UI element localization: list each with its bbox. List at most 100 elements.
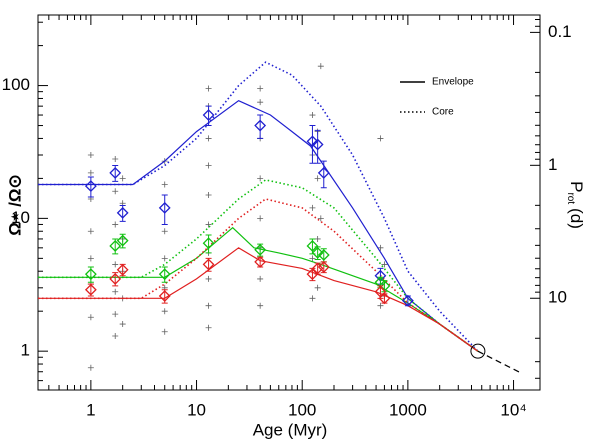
x-tick-label: 10 <box>187 400 206 419</box>
data-cross <box>314 235 321 242</box>
y-tick-label: 1 <box>21 341 30 360</box>
error-bar <box>314 129 321 164</box>
y2-tick-label: 1 <box>548 155 557 174</box>
diamond <box>378 292 391 305</box>
data-cross <box>309 204 316 211</box>
data-cross <box>112 188 119 195</box>
y-tick-label: 100 <box>2 75 30 94</box>
x-tick-label: 1 <box>86 400 95 419</box>
data-cross <box>205 324 212 331</box>
y-tick-label: 10 <box>11 208 30 227</box>
data-cross <box>314 284 321 291</box>
legend-label: Core <box>432 107 454 118</box>
data-cross <box>119 175 126 182</box>
diamond <box>84 283 97 296</box>
data-cross <box>205 275 212 282</box>
data-cross <box>309 295 316 302</box>
diamond <box>109 240 122 252</box>
diamond <box>254 243 267 256</box>
curve <box>38 198 479 352</box>
diamond <box>317 249 330 261</box>
diamond <box>109 272 122 285</box>
data-cross <box>317 63 324 70</box>
data-cross <box>161 255 168 262</box>
x-axis-label: Age (Myr) <box>253 420 328 439</box>
data-cross <box>257 215 264 222</box>
diamond <box>202 109 215 121</box>
data-cross <box>112 288 119 295</box>
error-bar <box>161 194 168 225</box>
legend-label: Envelope <box>432 77 474 88</box>
data-cross <box>257 85 264 92</box>
error-bar <box>320 160 327 189</box>
data-cross <box>112 333 119 340</box>
data-cross <box>112 261 119 268</box>
diamond <box>84 180 97 193</box>
error-bar <box>257 114 264 139</box>
diamond <box>401 294 414 307</box>
diamond <box>158 290 171 302</box>
data-cross <box>377 135 384 142</box>
data-cross <box>257 302 264 309</box>
y2-label-main: P <box>567 181 586 192</box>
curve <box>38 179 479 352</box>
plot-frame <box>37 14 541 391</box>
y2-label-unit: (d) <box>567 208 586 229</box>
data-cross <box>377 302 384 309</box>
diamond <box>254 255 267 268</box>
error-bar <box>205 105 212 127</box>
diamond <box>158 201 171 214</box>
y-axis-label: Ω⋆ /Ω⊙ <box>5 174 24 236</box>
data-cross <box>205 85 212 92</box>
diamond <box>311 138 324 151</box>
data-cross <box>87 314 94 321</box>
diamond <box>202 237 215 250</box>
diamond <box>84 268 97 281</box>
data-cross <box>161 228 168 235</box>
y2-label-sub: rot <box>565 192 576 204</box>
data-cross <box>112 221 119 228</box>
diamond <box>306 135 319 148</box>
y2-axis-label: Prot (d) <box>565 181 585 229</box>
data-cross <box>119 321 126 328</box>
diamond <box>317 261 330 273</box>
diamond <box>116 234 129 247</box>
data-cross <box>205 191 212 198</box>
curve <box>38 100 479 352</box>
data-cross <box>309 255 316 262</box>
data-cross <box>314 175 321 182</box>
data-cross <box>112 311 119 318</box>
data-cross <box>317 215 324 222</box>
data-cross <box>161 308 168 315</box>
data-cross <box>309 112 316 119</box>
diamond <box>158 268 171 281</box>
curve <box>38 247 479 352</box>
x-tick-label: 10⁴ <box>500 400 526 419</box>
diamond <box>254 119 267 132</box>
diamond <box>311 262 324 275</box>
diamond <box>109 166 122 179</box>
data-cross <box>205 162 212 169</box>
data-cross <box>257 99 264 106</box>
diamond <box>317 166 330 179</box>
diamond <box>202 258 215 271</box>
diamond <box>116 206 129 219</box>
data-cross <box>87 169 94 176</box>
data-cross <box>381 261 388 268</box>
error-bar <box>87 176 94 198</box>
data-cross <box>87 152 94 159</box>
data-cross <box>87 364 94 371</box>
data-cross <box>87 228 94 235</box>
data-cross <box>257 175 264 182</box>
data-cross <box>257 275 264 282</box>
data-cross <box>161 181 168 188</box>
diamond <box>311 246 324 259</box>
diamond <box>116 263 129 276</box>
data-cross <box>161 328 168 335</box>
curve <box>477 350 523 374</box>
sun-marker <box>470 343 486 359</box>
x-tick-label: 1000 <box>389 400 427 419</box>
y2-tick-label: 0.1 <box>548 22 572 41</box>
y2-tick-label: 10 <box>548 288 567 307</box>
